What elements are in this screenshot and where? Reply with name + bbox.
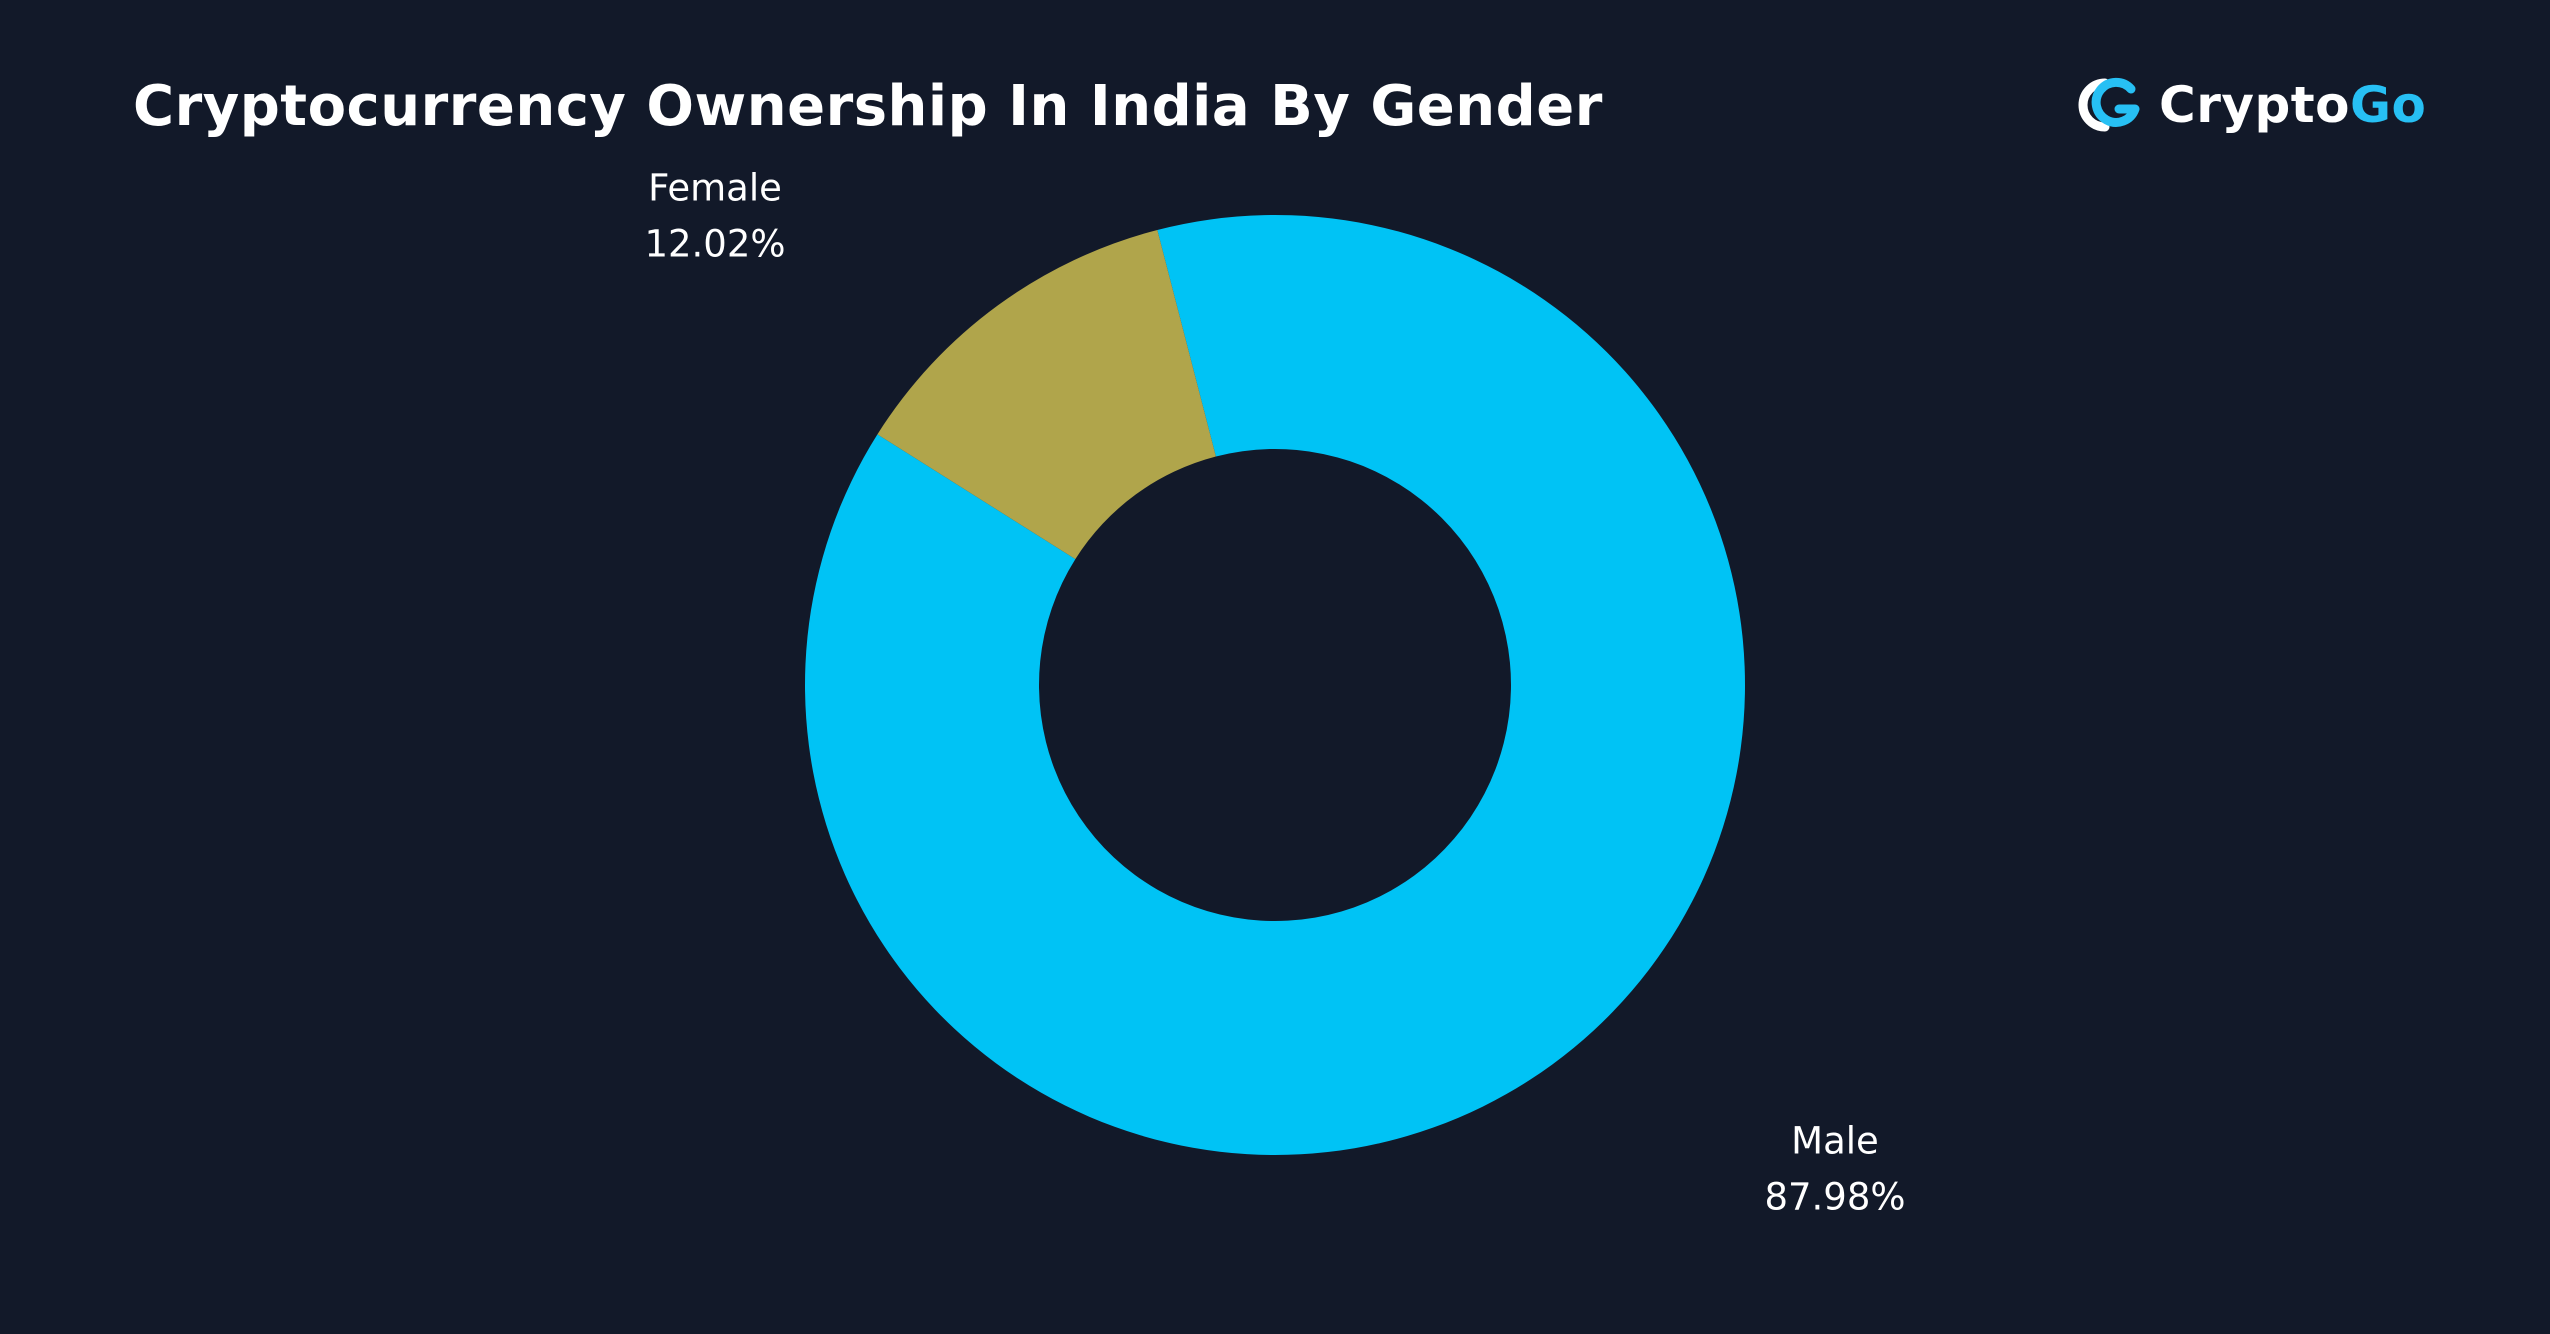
brand-name-part2: Go bbox=[2350, 76, 2427, 134]
brand-name: CryptoGo bbox=[2159, 76, 2426, 134]
brand-name-part1: Crypto bbox=[2159, 76, 2350, 134]
slice-female bbox=[877, 229, 1216, 560]
slice-name-male: Male bbox=[1791, 1119, 1879, 1162]
slice-label-male: Male 87.98% bbox=[1764, 1119, 1905, 1218]
slice-value-male: 87.98% bbox=[1764, 1175, 1905, 1218]
cryptogo-logo-icon bbox=[2078, 77, 2140, 132]
chart-title: Cryptocurrency Ownership In India By Gen… bbox=[133, 74, 1603, 139]
slice-name-female: Female bbox=[648, 167, 782, 210]
slice-male bbox=[804, 215, 1745, 1155]
slice-label-female: Female 12.02% bbox=[644, 167, 785, 266]
slice-value-female: 12.02% bbox=[644, 223, 785, 266]
brand-logo: CryptoGo bbox=[2075, 70, 2426, 140]
